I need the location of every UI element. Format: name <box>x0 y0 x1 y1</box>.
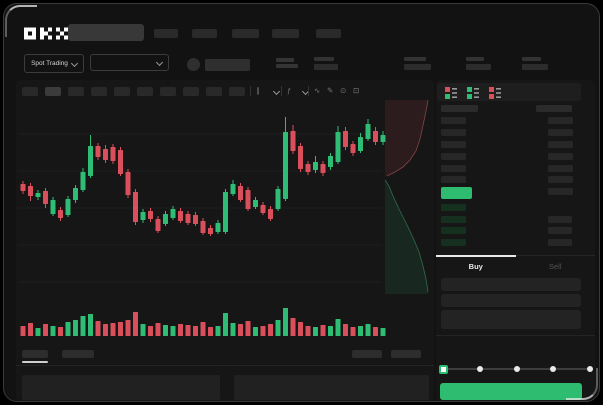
timeframe-pill[interactable] <box>206 87 222 96</box>
topnav-link[interactable] <box>272 29 299 38</box>
token-avatar <box>187 58 200 71</box>
topnav-link[interactable] <box>232 29 259 38</box>
slider-stop-dot[interactable] <box>550 366 557 372</box>
okx-logo <box>24 27 68 40</box>
ask-row-price-placeholder[interactable] <box>441 129 466 136</box>
ask-row-price-placeholder[interactable] <box>441 117 466 124</box>
timeframe-pill[interactable] <box>229 87 245 96</box>
chart-bottom-action[interactable] <box>391 350 421 358</box>
toolbar-divider <box>281 86 282 96</box>
pair-selector-dropdown[interactable] <box>90 54 169 71</box>
fullscreen-icon[interactable]: ⊡ <box>353 86 360 95</box>
toolbar-divider <box>308 86 309 96</box>
chart-style-icon[interactable]: ∥ <box>256 86 260 95</box>
orderbook-toolbar <box>437 83 581 101</box>
ask-row-amount-placeholder[interactable] <box>548 153 573 160</box>
bid-row-price-placeholder[interactable] <box>441 216 466 223</box>
orderbook-header-left <box>441 105 478 112</box>
chart-bottom-tab[interactable] <box>62 350 94 358</box>
wave-line-icon[interactable]: ∿ <box>314 86 321 95</box>
change-placeholder-bottom <box>276 64 298 68</box>
buy-submit-button[interactable] <box>440 383 582 400</box>
ask-row-amount-placeholder[interactable] <box>548 176 573 183</box>
ask-row-price-placeholder[interactable] <box>441 141 466 148</box>
timeframe-pill[interactable] <box>160 87 176 96</box>
slider-stop-dot[interactable] <box>587 366 593 372</box>
topnav-link[interactable] <box>192 29 217 38</box>
bid-row-amount-placeholder[interactable] <box>548 216 572 223</box>
ask-row-price-placeholder[interactable] <box>441 153 466 160</box>
chevron-down-icon <box>70 59 78 67</box>
chart-bottom-action[interactable] <box>352 350 382 358</box>
slider-handle[interactable] <box>438 364 448 374</box>
chevron-down-icon <box>155 58 164 66</box>
bid-row-price-placeholder[interactable] <box>441 227 466 234</box>
stat-label-placeholder <box>522 57 541 61</box>
timeframe-pill[interactable] <box>22 87 38 96</box>
slider-stop-dot[interactable] <box>513 366 520 372</box>
timeframe-pill[interactable] <box>137 87 153 96</box>
last-price-badge[interactable] <box>441 187 472 199</box>
stat-value-placeholder <box>314 64 338 70</box>
orderbook-split-view-icon[interactable] <box>445 86 457 99</box>
orders-table-placeholder <box>22 375 220 400</box>
timeframe-pill[interactable] <box>91 87 107 96</box>
camera-icon[interactable]: ⊙ <box>340 86 347 95</box>
bid-row-amount-placeholder[interactable] <box>548 239 572 246</box>
bid-row-price-placeholder[interactable] <box>441 204 466 211</box>
search-input[interactable] <box>68 24 144 41</box>
indicators-icon[interactable]: ƒ <box>287 86 292 95</box>
trade-tabs: Buy Sell <box>436 255 595 276</box>
timeframe-pill[interactable] <box>114 87 130 96</box>
divider <box>16 365 434 366</box>
orders-table-placeholder <box>234 375 429 400</box>
tab-buy[interactable]: Buy <box>436 255 516 276</box>
draw-icon[interactable]: ✎ <box>327 86 334 95</box>
stat-value-placeholder <box>404 64 431 70</box>
change-placeholder-top <box>276 58 294 62</box>
timeframe-pill[interactable] <box>45 87 61 96</box>
order-form-field[interactable] <box>441 278 581 291</box>
toolbar-divider <box>250 86 251 96</box>
orderbook-asks-view-icon[interactable] <box>489 86 501 99</box>
ask-row-price-placeholder[interactable] <box>441 165 466 172</box>
stat-value-placeholder <box>466 64 491 70</box>
order-form-field[interactable] <box>441 294 581 307</box>
timeframe-pill[interactable] <box>68 87 84 96</box>
active-tab-underline <box>22 361 48 363</box>
bid-row-amount-placeholder[interactable] <box>548 227 572 234</box>
divider <box>436 335 595 336</box>
ask-row-amount-placeholder[interactable] <box>548 141 573 148</box>
last-price-amount-placeholder <box>548 188 573 195</box>
topnav-link[interactable] <box>316 29 341 38</box>
ask-row-amount-placeholder[interactable] <box>548 129 573 136</box>
stat-value-placeholder <box>522 64 548 70</box>
topnav-link[interactable] <box>154 29 178 38</box>
timeframe-pill[interactable] <box>183 87 199 96</box>
price-placeholder <box>205 59 250 71</box>
orderbook-bids-view-icon[interactable] <box>467 86 479 99</box>
market-type-label: Spot Trading <box>31 60 68 67</box>
chart-bottom-tab[interactable] <box>22 350 48 358</box>
tab-sell[interactable]: Sell <box>548 262 562 271</box>
stat-label-placeholder <box>314 57 334 61</box>
slider-stop-dot[interactable] <box>476 366 483 372</box>
order-form-field[interactable] <box>441 310 581 329</box>
ask-row-price-placeholder[interactable] <box>441 176 466 183</box>
stat-label-placeholder <box>466 57 484 61</box>
stat-label-placeholder <box>404 57 426 61</box>
app-window: Spot Trading Buy Sell ∥ ƒ ∿ ✎ ⊙ ⊡ <box>3 3 600 402</box>
market-type-dropdown[interactable]: Spot Trading <box>24 54 84 73</box>
ask-row-amount-placeholder[interactable] <box>548 117 573 124</box>
bid-row-price-placeholder[interactable] <box>441 239 466 246</box>
ask-row-amount-placeholder[interactable] <box>548 165 573 172</box>
orderbook-header-right <box>536 105 572 112</box>
